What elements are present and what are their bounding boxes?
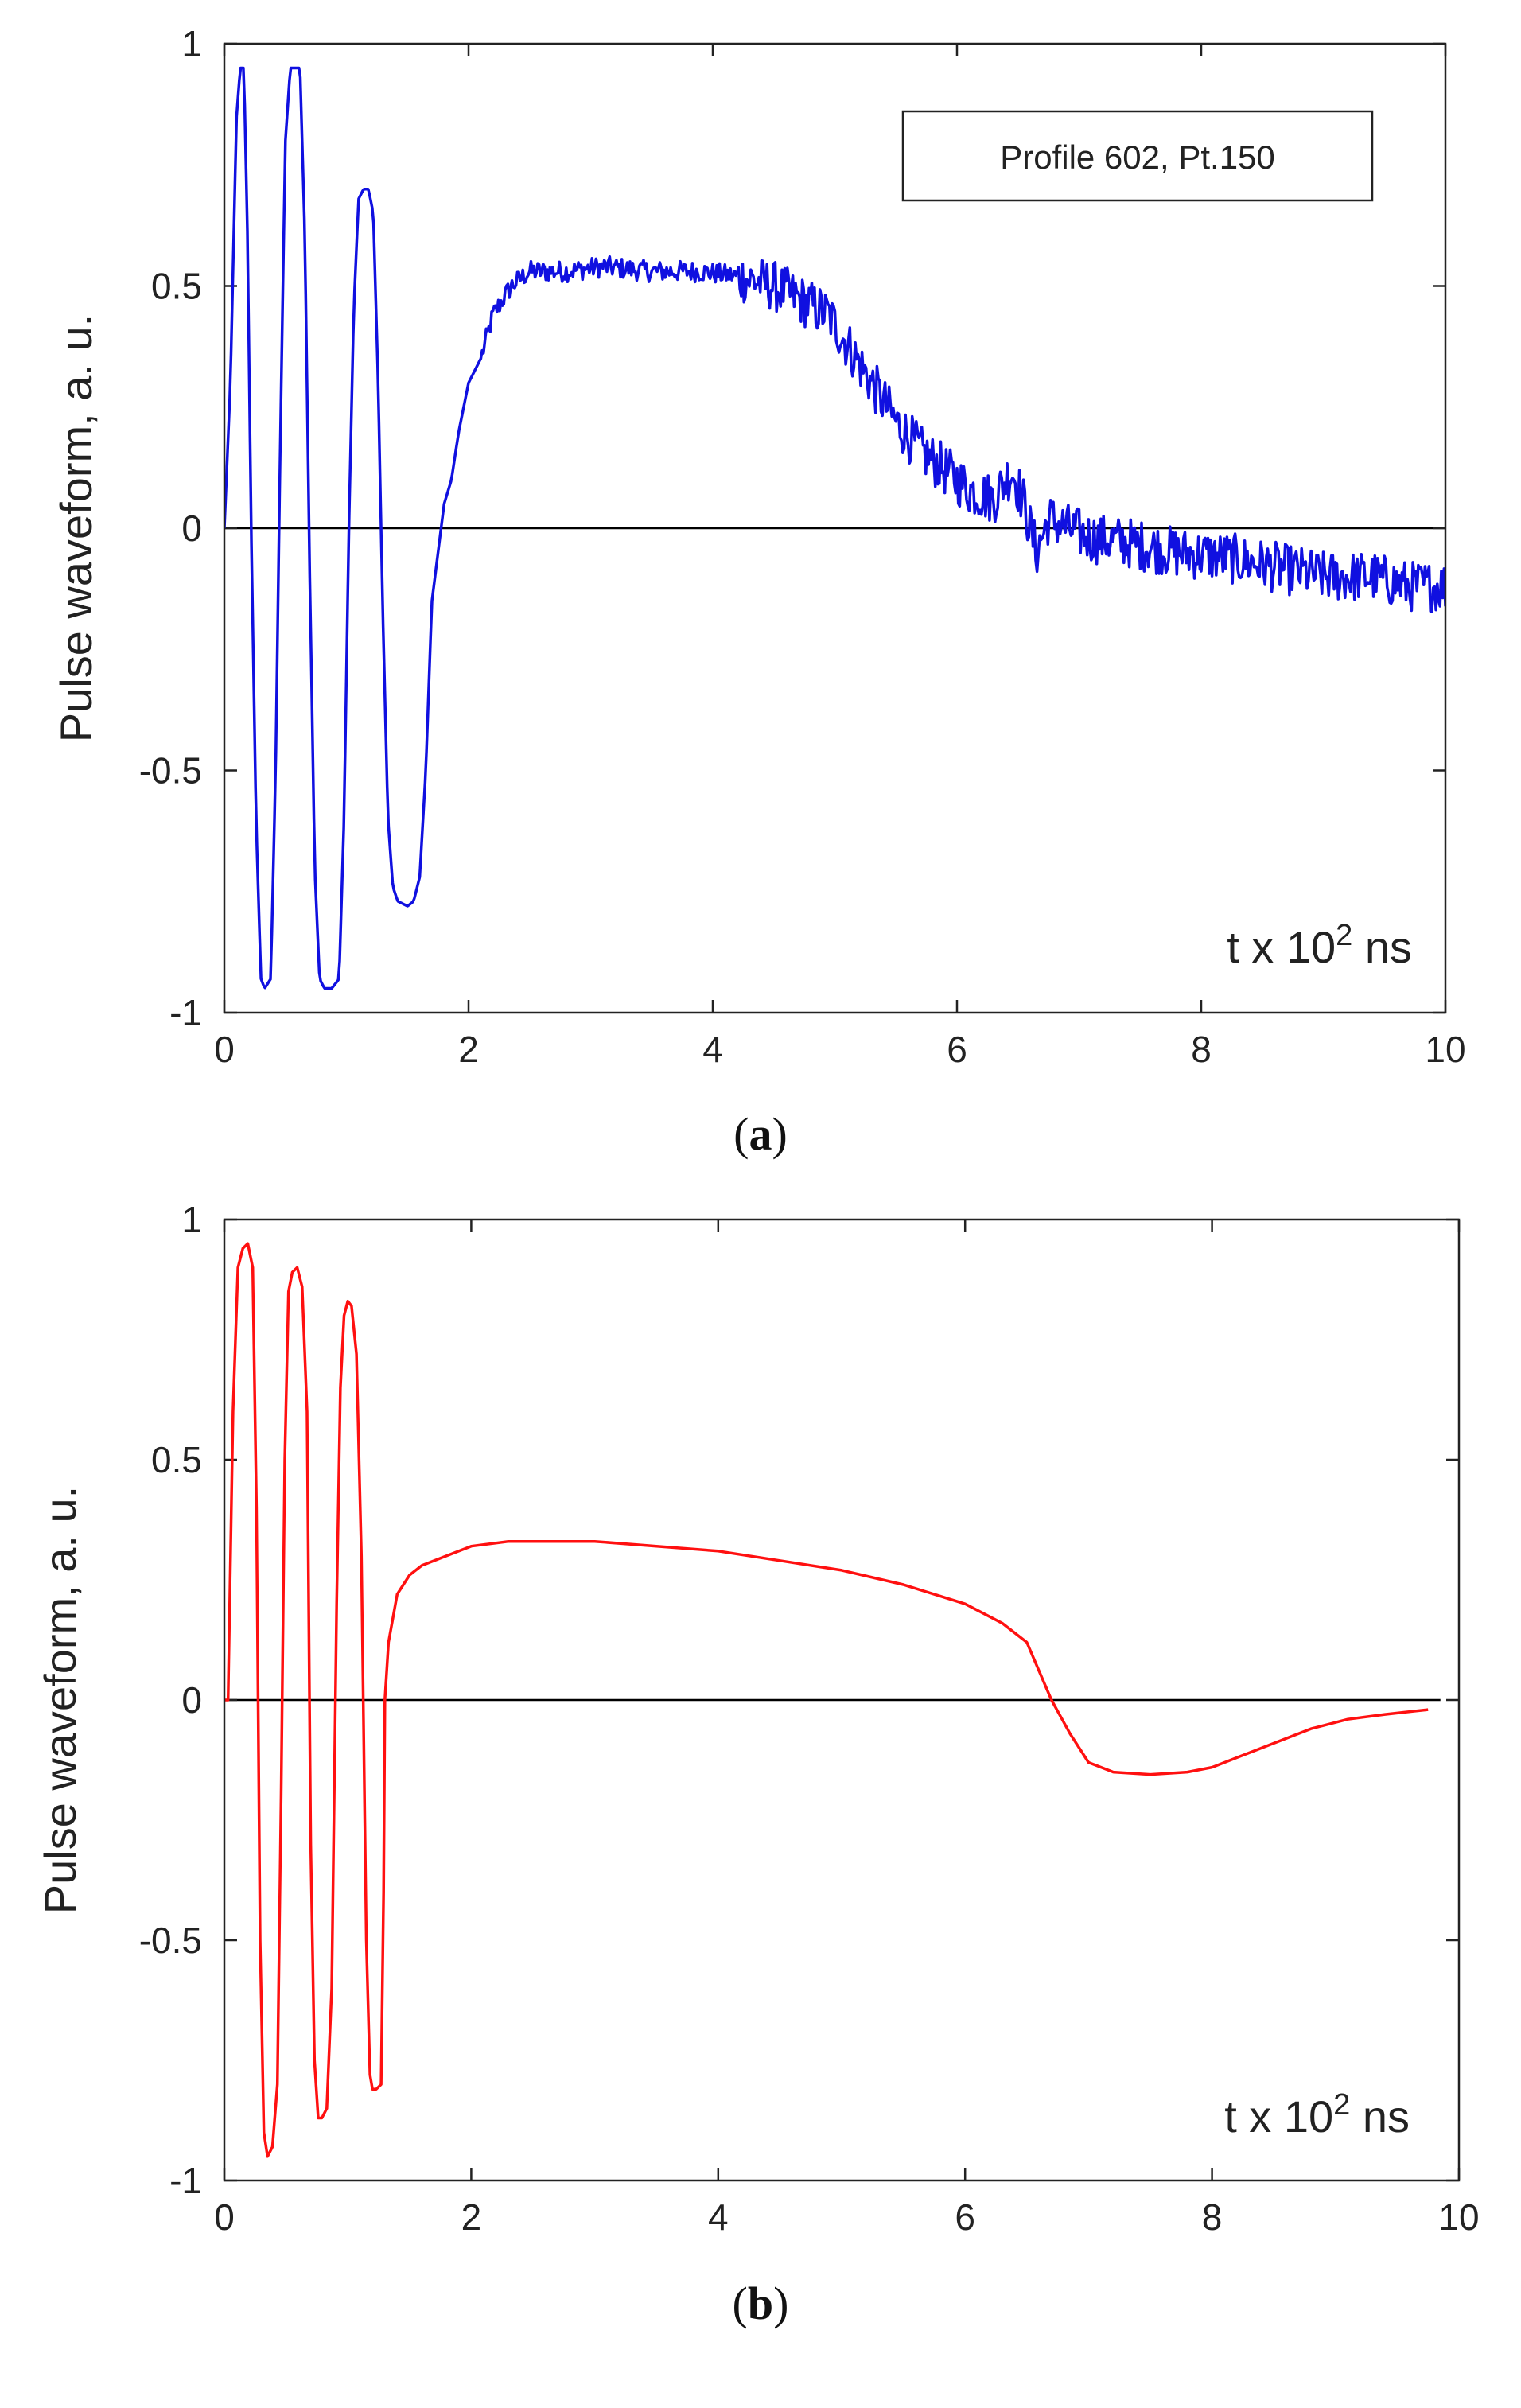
chart-b-ytick-label-2: 0 bbox=[181, 1679, 202, 1721]
chart-a-xlabel-exponent: 2 bbox=[1336, 919, 1352, 952]
chart-b-ytick-label-4: 1 bbox=[181, 1199, 202, 1240]
chart-b-xtick-label-5: 10 bbox=[1438, 2196, 1479, 2238]
chart-a-series-group bbox=[224, 66, 1445, 990]
chart-b-panel-label-open: ( bbox=[733, 2278, 748, 2329]
chart-a-ytick-label-1: -0.5 bbox=[139, 750, 202, 792]
chart-a-xtick-label-3: 6 bbox=[947, 1029, 967, 1070]
chart-a-legend: Profile 602, Pt.150 bbox=[901, 110, 1374, 202]
chart-b-series-group bbox=[224, 1242, 1429, 2158]
chart-b-panel-label: (b) bbox=[733, 2278, 789, 2329]
chart-a-panel-label-letter: a bbox=[749, 1108, 772, 1160]
chart-a-xtick-label-1: 2 bbox=[458, 1029, 479, 1070]
chart-a-xlabel-base: t x 10 bbox=[1227, 922, 1336, 972]
chart-b-xtick-label-0: 0 bbox=[214, 2196, 235, 2238]
chart-a-ytick-label-2: 0 bbox=[181, 508, 202, 549]
chart-panel-b: 0 2 4 6 8 10-1-0.500.51 t x 102 ns Pulse wave… bbox=[35, 1199, 1480, 2329]
chart-b-ylabel: Pulse waveform, a. u. bbox=[35, 1486, 85, 1914]
chart-b-series-line-modeled bbox=[224, 1242, 1429, 2158]
chart-a-panel-label: (a) bbox=[733, 1108, 788, 1160]
chart-a-xlabel-unit: ns bbox=[1352, 922, 1412, 972]
chart-b-xtick-label-4: 8 bbox=[1202, 2196, 1223, 2238]
chart-a-legend-box bbox=[901, 110, 1374, 202]
chart-a-ytick-label-4: 1 bbox=[181, 23, 202, 64]
chart-b-xlabel-unit: ns bbox=[1350, 2091, 1410, 2142]
chart-b-panel-label-close: ) bbox=[773, 2278, 788, 2329]
chart-a-ylabel: Pulse waveform, a. u. bbox=[51, 314, 101, 742]
chart-b-ytick-label-1: -0.5 bbox=[139, 1920, 202, 1961]
chart-a-series-line-measured bbox=[224, 66, 1445, 990]
chart-b-tick-labels: 0 2 4 6 8 10 -1 -0.5 0 0.5 1 bbox=[139, 1199, 1480, 2238]
chart-a-xtick-label-4: 8 bbox=[1191, 1029, 1212, 1070]
chart-b-panel-label-letter: b bbox=[748, 2278, 773, 2329]
chart-b-xlabel-exponent: 2 bbox=[1333, 2088, 1350, 2122]
chart-b-ytick-label-0: -1 bbox=[169, 2160, 202, 2201]
chart-a-xlabel: t x 102 ns bbox=[1227, 919, 1412, 972]
chart-b-xtick-label-3: 6 bbox=[955, 2196, 975, 2238]
chart-panel-a: 0 2 4 6 8 10 -1 -0.5 0 0.5 1 Profile 602, Pt.150 t… bbox=[51, 23, 1466, 1160]
chart-a-ytick-label-3: 0.5 bbox=[151, 266, 202, 307]
chart-a-xtick-label-0: 0 bbox=[214, 1029, 235, 1070]
chart-b-xlabel-base: t x 10 bbox=[1224, 2091, 1333, 2142]
chart-b-xtick-label-2: 4 bbox=[708, 2196, 729, 2238]
chart-a-panel-label-close: ) bbox=[772, 1108, 788, 1160]
chart-b-xlabel: t x 102 ns bbox=[1224, 2088, 1410, 2142]
chart-a-legend-text: Profile 602, Pt.150 bbox=[1000, 138, 1275, 176]
chart-b-ytick-label-3: 0.5 bbox=[151, 1439, 202, 1480]
chart-a-xtick-label-2: 4 bbox=[702, 1029, 723, 1070]
chart-a-xtick-label-5: 10 bbox=[1425, 1029, 1465, 1070]
chart-a-panel-label-open: ( bbox=[733, 1108, 749, 1160]
chart-b-frame bbox=[223, 1218, 1461, 2182]
chart-b-xtick-label-1: 2 bbox=[461, 2196, 482, 2238]
chart-a-frame bbox=[223, 42, 1447, 1014]
chart-a-tick-labels: 0 2 4 6 8 10 -1 -0.5 0 0.5 1 bbox=[139, 23, 1466, 1070]
chart-a-ytick-label-0: -1 bbox=[169, 992, 202, 1033]
